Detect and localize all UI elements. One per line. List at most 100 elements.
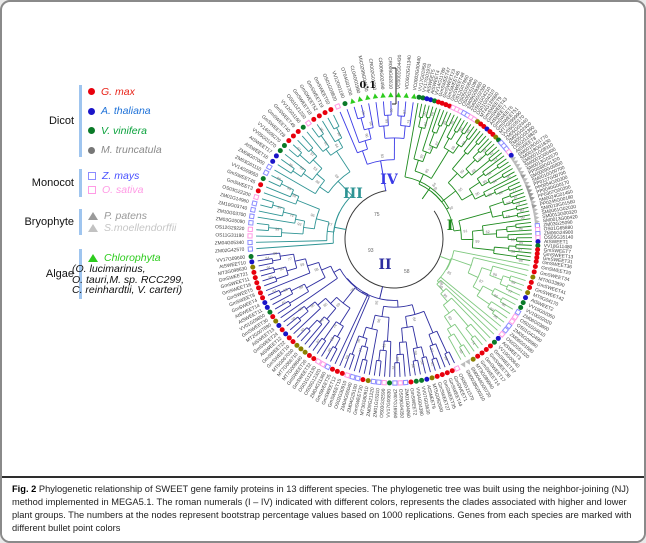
- branch-line: [292, 170, 302, 177]
- species-marker-smoel: [516, 167, 523, 173]
- species-marker-vvinifera: [267, 309, 273, 315]
- bootstrap-value: 88: [518, 258, 523, 263]
- branch-line: [405, 316, 408, 328]
- bootstrap-value: 87: [403, 110, 407, 114]
- bootstrap-value: 88: [411, 363, 416, 368]
- species-marker-gmax: [270, 314, 276, 320]
- species-marker-gmax: [534, 255, 540, 261]
- branch-line: [483, 174, 517, 193]
- branch-line: [317, 297, 326, 306]
- bootstrap-value: 74: [470, 340, 476, 346]
- species-marker-ppatens: [525, 185, 531, 191]
- species-marker-ppatens: [520, 174, 527, 180]
- branch-arc: [487, 179, 491, 184]
- bootstrap-value: 53: [493, 157, 499, 163]
- bootstrap-value: 99: [475, 240, 479, 244]
- bootstrap-value: 97: [309, 152, 315, 158]
- species-marker-zmays: [514, 308, 522, 316]
- branch-line: [481, 181, 490, 187]
- bootstrap-value: 53: [420, 360, 425, 365]
- branch-line: [413, 127, 423, 160]
- branch-line: [492, 214, 504, 218]
- species-marker-zmays: [262, 169, 270, 177]
- species-marker-osativa: [319, 360, 327, 368]
- branch-arc: [459, 344, 464, 348]
- circle-marker-icon: [88, 127, 95, 135]
- leaf-label: GmSWEET2: [408, 388, 417, 416]
- branch-line: [257, 258, 273, 262]
- species-marker-mtrunc: [429, 375, 435, 381]
- hub-bootstrap-value: 75: [374, 212, 380, 218]
- branch-line: [272, 293, 293, 305]
- branch-line: [506, 225, 516, 228]
- branch-line: [271, 175, 283, 182]
- branch-arc: [429, 343, 436, 347]
- species-marker-zmays: [375, 379, 382, 386]
- branch-line: [379, 286, 384, 299]
- branch-line: [470, 323, 487, 342]
- branch-line: [496, 158, 507, 166]
- species-marker-smoel: [532, 207, 538, 213]
- species-marker-athaliana: [535, 239, 541, 245]
- branch-line: [494, 246, 509, 249]
- branch-line: [496, 188, 510, 195]
- branch-line: [436, 330, 448, 354]
- branch-line: [491, 293, 502, 301]
- leaf-label: VC0003G00440: [412, 56, 423, 91]
- species-marker-gmax: [252, 275, 258, 281]
- branch-line: [422, 151, 427, 162]
- branch-line: [459, 346, 466, 358]
- bootstrap-value: 96: [519, 227, 523, 231]
- species-marker-athaliana: [428, 97, 434, 103]
- branch-arc: [297, 316, 302, 321]
- species-marker-gmax: [328, 107, 334, 113]
- bootstrap-value: 96: [438, 280, 444, 286]
- branch-line: [311, 127, 320, 138]
- bootstrap-value: 99: [511, 280, 516, 285]
- branch-line: [507, 284, 523, 291]
- bootstrap-value: 77: [512, 187, 517, 192]
- bootstrap-value: 58: [506, 215, 511, 220]
- branch-line: [375, 102, 380, 127]
- bootstrap-value: 93: [458, 349, 464, 355]
- species-marker-gmax: [532, 263, 538, 269]
- branch-line: [363, 360, 368, 374]
- branch-line: [321, 265, 331, 271]
- branch-line: [378, 360, 382, 377]
- species-marker-vvinifera: [416, 94, 422, 100]
- bootstrap-value: 58: [298, 306, 304, 312]
- branch-line: [326, 308, 337, 320]
- branch-arc: [362, 358, 368, 361]
- species-marker-smoel: [465, 358, 471, 365]
- branch-line: [260, 271, 275, 277]
- branch-line: [274, 300, 289, 310]
- bootstrap-value: 95: [327, 347, 333, 353]
- leaf-label: SM0013G00420: [543, 214, 579, 224]
- branch-line: [263, 192, 296, 205]
- scale-bar-label: 0.1: [359, 80, 376, 91]
- branch-arc: [358, 335, 368, 339]
- bootstrap-value: 95: [389, 108, 393, 112]
- branch-line: [499, 283, 508, 288]
- species-marker-athaliana: [508, 152, 514, 158]
- bootstrap-value: 99: [489, 307, 495, 313]
- branch-arc: [482, 225, 484, 235]
- branch-line: [470, 338, 479, 349]
- bootstrap-value: 91: [266, 265, 271, 270]
- branch-line: [286, 267, 297, 272]
- branch-line: [488, 149, 500, 160]
- branch-line: [477, 135, 487, 145]
- branch-arc: [413, 359, 418, 362]
- legend-species-name: Chlorophyta: [104, 252, 161, 265]
- leaf-label: GmSWEET31: [542, 256, 573, 266]
- species-marker-gmax: [311, 356, 317, 362]
- leaf-label: OS05G35140: [544, 235, 574, 241]
- leaf-label: MT3G080910: [359, 386, 370, 416]
- bootstrap-value: 99: [336, 302, 342, 308]
- branch-line: [339, 307, 351, 325]
- bootstrap-value: 80: [276, 176, 281, 181]
- branch-line: [273, 266, 286, 271]
- branch-arc: [468, 188, 476, 200]
- branch-line: [485, 166, 499, 177]
- branch-arc: [507, 187, 511, 191]
